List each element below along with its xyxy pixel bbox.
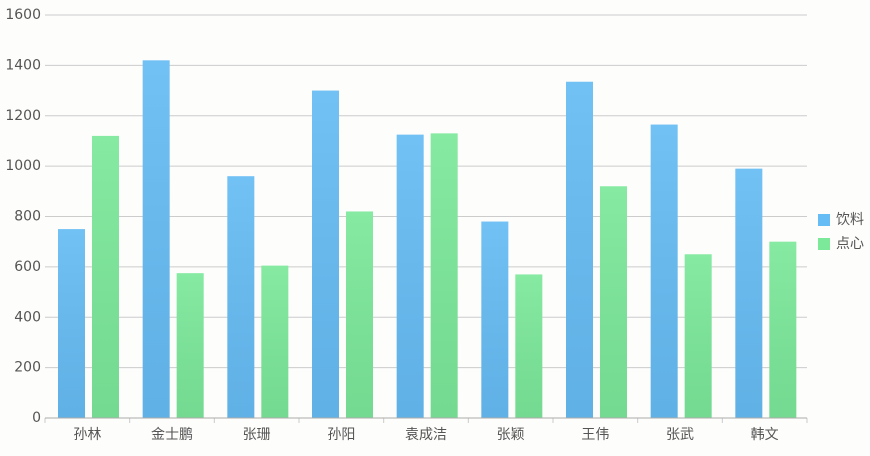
y-tick-label: 200 bbox=[14, 360, 41, 376]
y-tick-label: 400 bbox=[14, 309, 41, 325]
x-tick-label: 袁成洁 bbox=[405, 427, 447, 443]
bar bbox=[227, 176, 255, 418]
bar bbox=[176, 273, 204, 418]
legend-label: 点心 bbox=[836, 236, 864, 252]
y-tick-label: 1200 bbox=[5, 108, 41, 124]
bar bbox=[735, 168, 763, 418]
bar bbox=[92, 135, 119, 418]
bar bbox=[430, 133, 458, 418]
bar bbox=[684, 254, 712, 418]
y-tick-label: 1400 bbox=[5, 57, 41, 73]
bar bbox=[566, 81, 593, 418]
bar bbox=[261, 265, 289, 418]
legend-swatch bbox=[818, 238, 830, 250]
bar bbox=[142, 60, 170, 419]
x-tick-label: 张颖 bbox=[497, 427, 525, 443]
bar bbox=[312, 90, 339, 418]
bar bbox=[396, 134, 424, 418]
x-tick-label: 张武 bbox=[666, 427, 694, 443]
bar bbox=[481, 221, 509, 418]
y-tick-label: 0 bbox=[32, 410, 41, 426]
y-tick-label: 1600 bbox=[5, 7, 41, 23]
x-tick-label: 王伟 bbox=[581, 427, 609, 443]
legend-swatch bbox=[818, 214, 830, 226]
x-tick-label: 金士鹏 bbox=[151, 427, 193, 443]
y-tick-label: 600 bbox=[14, 259, 41, 275]
bar bbox=[769, 241, 797, 418]
y-tick-label: 1000 bbox=[5, 158, 41, 174]
bar bbox=[600, 186, 627, 418]
y-tick-label: 800 bbox=[14, 209, 41, 225]
x-tick-label: 张珊 bbox=[243, 427, 271, 443]
bar bbox=[650, 124, 678, 419]
bar bbox=[515, 274, 543, 418]
x-tick-label: 孙阳 bbox=[327, 427, 355, 443]
legend-label: 饮料 bbox=[836, 212, 864, 228]
bar bbox=[346, 211, 373, 418]
x-tick-label: 韩文 bbox=[751, 427, 779, 443]
x-tick-label: 孙林 bbox=[73, 427, 101, 443]
bar bbox=[58, 229, 85, 418]
